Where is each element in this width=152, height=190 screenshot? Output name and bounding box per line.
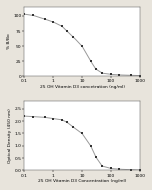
- X-axis label: 25 OH Vitamin D3 concetration (ng/ml): 25 OH Vitamin D3 concetration (ng/ml): [40, 85, 124, 89]
- Y-axis label: Optical Density (450 nm): Optical Density (450 nm): [8, 108, 12, 163]
- X-axis label: 25 OH Vitamin D3 Concentration (ng/ml): 25 OH Vitamin D3 Concentration (ng/ml): [38, 179, 126, 183]
- Y-axis label: % B/Bo: % B/Bo: [7, 34, 11, 49]
